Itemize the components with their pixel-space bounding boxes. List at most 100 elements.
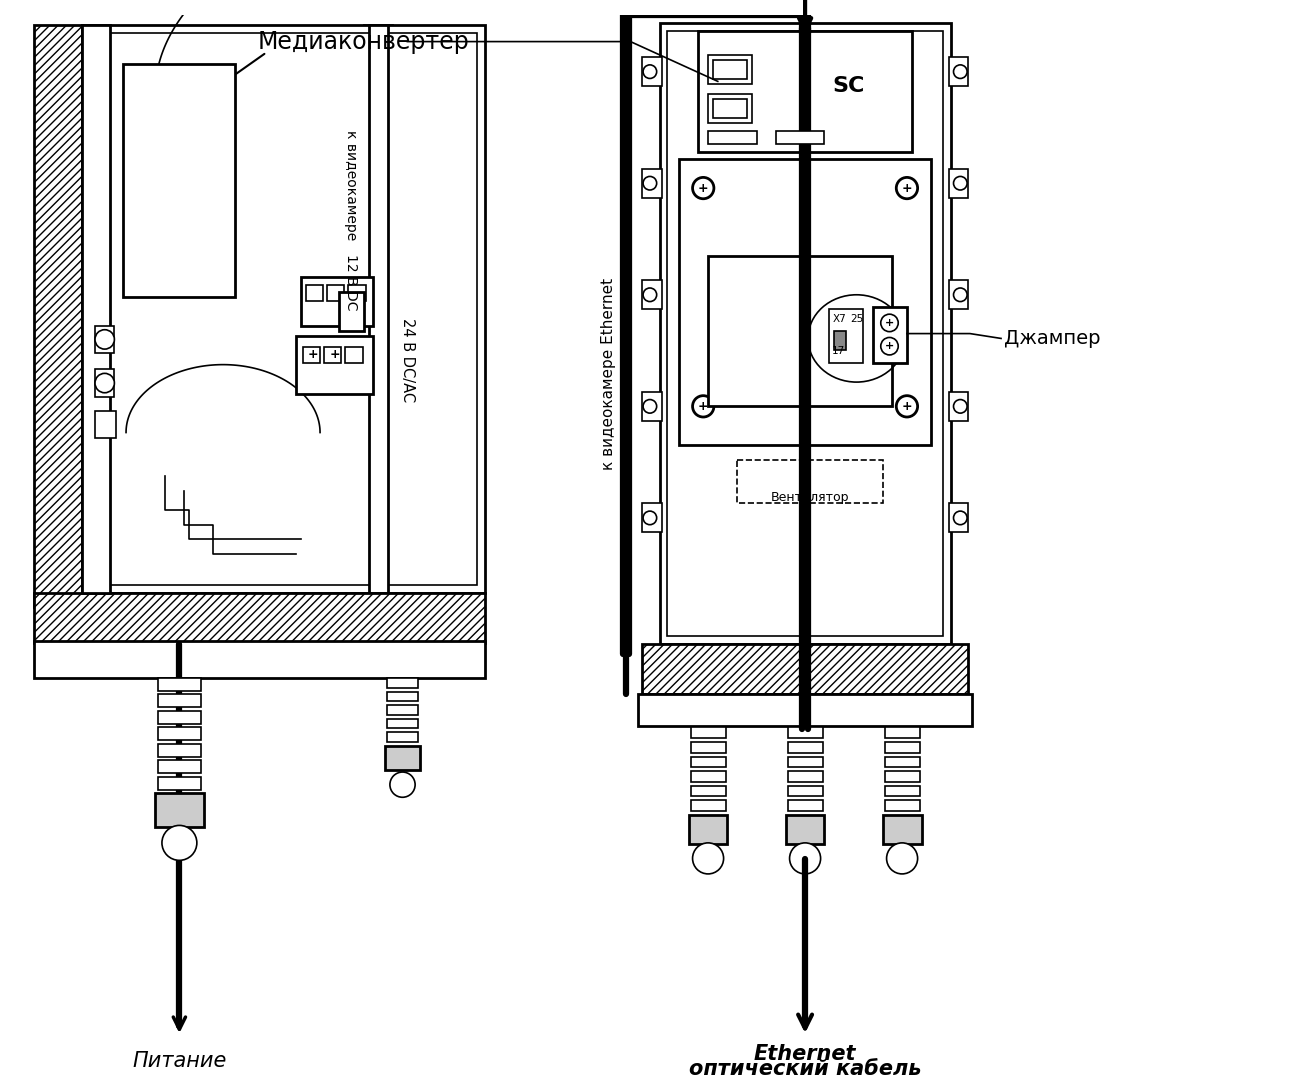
Text: 24 В DC/AC: 24 В DC/AC: [399, 318, 415, 402]
Bar: [691, 742, 726, 753]
Bar: [83, 25, 484, 593]
Bar: [96, 411, 116, 438]
Bar: [788, 800, 823, 811]
Bar: [713, 99, 747, 118]
Bar: [158, 728, 200, 740]
Bar: [348, 285, 366, 300]
Bar: [885, 756, 920, 767]
Bar: [158, 694, 200, 707]
Bar: [34, 593, 484, 643]
Circle shape: [96, 329, 115, 349]
Text: +: +: [698, 400, 708, 413]
Bar: [788, 756, 823, 767]
Bar: [948, 168, 968, 198]
Bar: [155, 794, 204, 827]
Circle shape: [693, 842, 724, 874]
Circle shape: [643, 511, 656, 525]
Bar: [305, 285, 323, 300]
Bar: [638, 694, 972, 727]
Bar: [123, 64, 235, 297]
Text: Джампер: Джампер: [1004, 329, 1101, 348]
Text: 17: 17: [832, 347, 845, 356]
Circle shape: [897, 395, 917, 417]
Bar: [668, 31, 943, 636]
Text: +: +: [307, 349, 319, 362]
Bar: [948, 280, 968, 309]
Circle shape: [162, 825, 196, 861]
Bar: [660, 23, 951, 644]
Text: +: +: [885, 341, 894, 351]
Bar: [345, 347, 363, 363]
Circle shape: [953, 65, 968, 79]
Circle shape: [643, 176, 656, 190]
Circle shape: [643, 400, 656, 414]
Text: оптический кабель: оптический кабель: [689, 1059, 921, 1079]
Text: Медиаконвертер: Медиаконвертер: [258, 29, 469, 54]
Bar: [738, 460, 882, 503]
Bar: [158, 744, 200, 756]
Bar: [691, 785, 726, 796]
Bar: [708, 94, 752, 123]
Circle shape: [953, 511, 968, 525]
Circle shape: [789, 842, 820, 874]
Bar: [90, 32, 477, 585]
Text: +: +: [329, 349, 340, 362]
Bar: [708, 256, 893, 406]
Bar: [788, 771, 823, 782]
Bar: [948, 57, 968, 86]
Circle shape: [953, 288, 968, 301]
Bar: [691, 800, 726, 811]
Bar: [642, 392, 662, 421]
Bar: [713, 60, 747, 80]
Bar: [829, 309, 863, 363]
Bar: [324, 347, 341, 363]
Bar: [388, 691, 419, 701]
Bar: [885, 742, 920, 753]
Bar: [680, 159, 932, 445]
Bar: [368, 25, 388, 593]
Text: Ethernet: Ethernet: [753, 1043, 857, 1064]
Circle shape: [96, 374, 115, 393]
Bar: [885, 800, 920, 811]
Bar: [83, 25, 110, 593]
Text: X7: X7: [832, 314, 846, 324]
Circle shape: [693, 395, 714, 417]
Circle shape: [886, 842, 917, 874]
Bar: [788, 728, 823, 738]
Bar: [388, 732, 419, 742]
Text: к видеокамере: к видеокамере: [344, 130, 358, 240]
Circle shape: [643, 288, 656, 301]
Text: +: +: [902, 181, 912, 194]
Bar: [885, 785, 920, 796]
Bar: [708, 131, 757, 145]
Bar: [642, 503, 662, 532]
Bar: [340, 292, 364, 330]
Text: +: +: [885, 318, 894, 328]
Bar: [691, 728, 726, 738]
Bar: [388, 718, 419, 728]
Circle shape: [643, 65, 656, 79]
Bar: [34, 642, 484, 678]
Bar: [948, 503, 968, 532]
Bar: [642, 644, 968, 694]
Bar: [873, 308, 907, 363]
Bar: [327, 285, 344, 300]
Bar: [96, 369, 115, 396]
Bar: [34, 25, 83, 607]
Circle shape: [390, 772, 415, 797]
Text: Питание: Питание: [132, 1052, 226, 1071]
Bar: [776, 131, 824, 145]
Text: 25: 25: [850, 314, 864, 324]
Bar: [689, 814, 727, 843]
Circle shape: [693, 177, 714, 199]
Circle shape: [897, 177, 917, 199]
Bar: [642, 280, 662, 309]
Bar: [691, 756, 726, 767]
Text: +: +: [902, 400, 912, 413]
Bar: [96, 326, 115, 353]
Bar: [699, 31, 912, 152]
Bar: [385, 746, 420, 770]
Bar: [835, 330, 846, 350]
Circle shape: [881, 314, 898, 332]
Bar: [388, 705, 419, 715]
